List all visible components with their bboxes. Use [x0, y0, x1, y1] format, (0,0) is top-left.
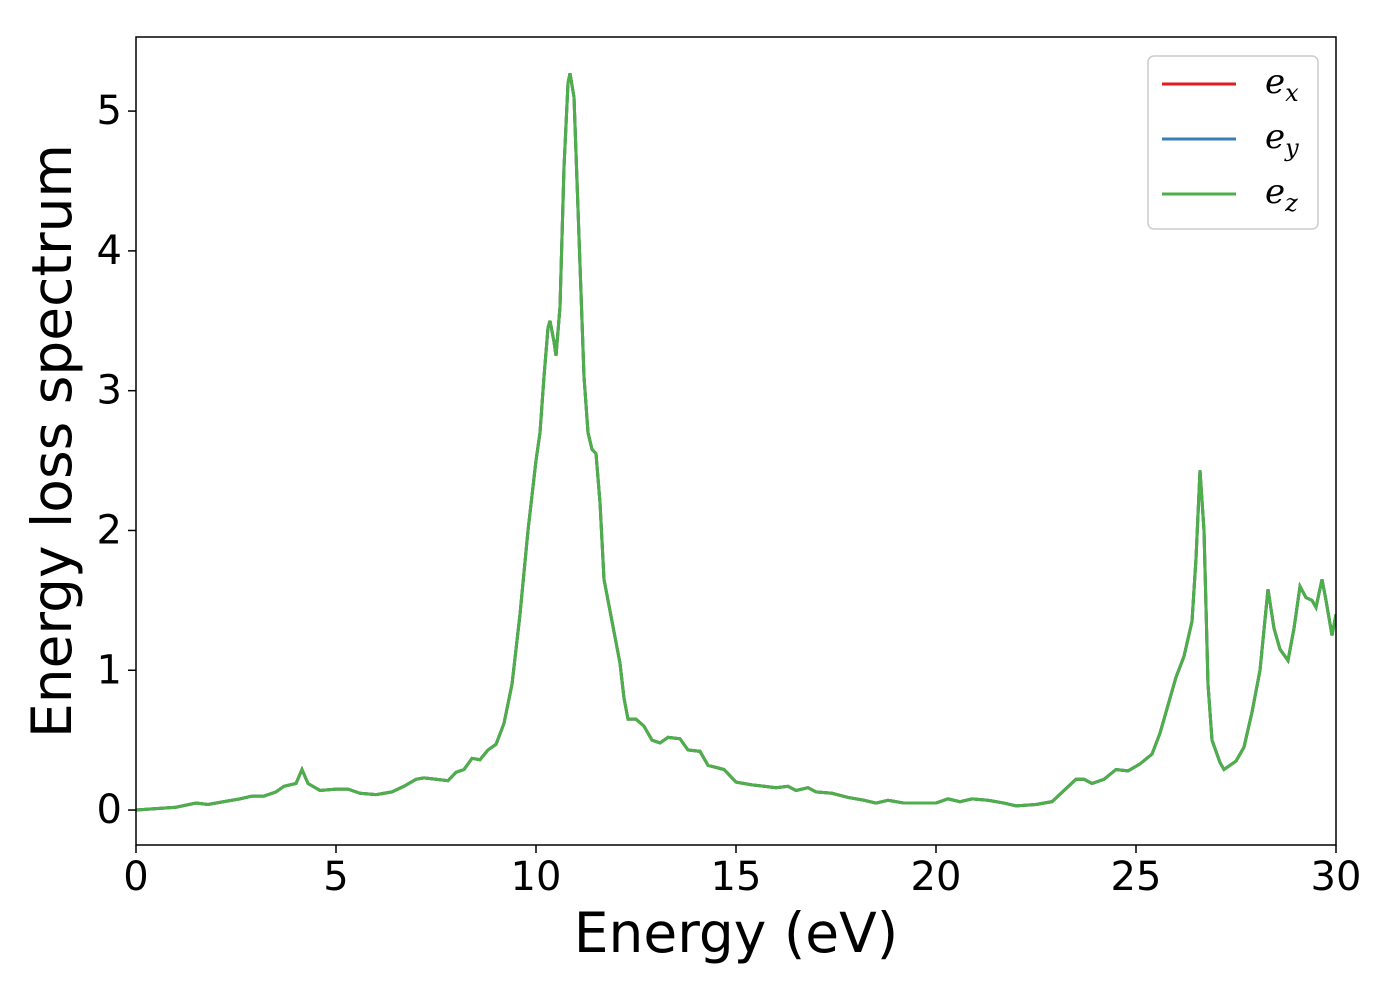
- x-tick-label: 10: [511, 854, 562, 900]
- x-tick-label: 25: [1111, 854, 1162, 900]
- x-tick-label: 30: [1311, 854, 1362, 900]
- x-tick-label: 0: [123, 854, 148, 900]
- y-tick-label: 1: [97, 647, 122, 693]
- y-tick-label: 4: [97, 228, 122, 274]
- legend-label: ey: [1265, 117, 1299, 162]
- x-tick-label: 5: [323, 854, 348, 900]
- y-tick-label: 0: [97, 787, 122, 833]
- plot-frame: [135, 36, 1337, 846]
- x-tick-label: 15: [711, 854, 762, 900]
- y-axis-label: Energy loss spectrum: [20, 144, 84, 738]
- legend-label: ex: [1265, 62, 1299, 107]
- y-tick-label: 2: [97, 507, 122, 553]
- legend-box: [1147, 55, 1319, 230]
- x-axis-label: Energy (eV): [574, 901, 898, 965]
- x-tick-label: 20: [911, 854, 962, 900]
- y-tick-label: 5: [97, 88, 122, 134]
- legend-label: ez: [1265, 172, 1298, 217]
- y-tick-label: 3: [97, 368, 122, 414]
- line-series: [136, 73, 1336, 812]
